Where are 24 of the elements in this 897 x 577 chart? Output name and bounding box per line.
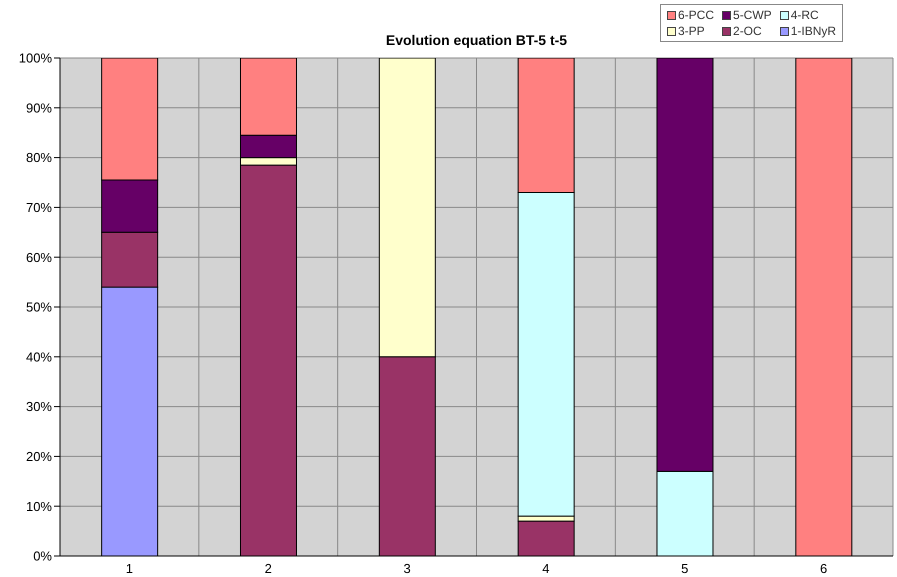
chart-title: Evolution equation BT-5 t-5: [386, 32, 568, 48]
x-tick-label: 2: [264, 561, 272, 576]
x-tick-label: 3: [403, 561, 411, 576]
legend-label: 3-PP: [678, 24, 705, 38]
legend-label: 1-IBNyR: [790, 24, 836, 38]
y-tick-label: 90%: [26, 100, 52, 116]
legend-label: 5-CWP: [733, 8, 772, 22]
y-tick-label: 0%: [33, 548, 52, 564]
y-tick-label: 40%: [26, 349, 52, 364]
y-tick-label: 10%: [26, 498, 52, 514]
x-tick-label: 6: [820, 561, 828, 576]
y-tick-label: 70%: [26, 200, 52, 216]
y-tick-label: 60%: [26, 250, 52, 265]
y-tick-label: 20%: [26, 449, 52, 464]
x-tick-label: 1: [126, 561, 134, 576]
y-tick-label: 30%: [26, 399, 52, 414]
legend-label: 2-OC: [733, 24, 762, 38]
y-tick-label: 50%: [26, 300, 52, 315]
x-tick-label: 5: [681, 561, 688, 576]
x-tick-label: 4: [542, 561, 550, 576]
legend-label: 4-RC: [790, 8, 819, 22]
y-tick-label: 100%: [18, 50, 52, 66]
legend-label: 6-PCC: [678, 8, 714, 22]
y-tick-label: 80%: [26, 150, 52, 166]
